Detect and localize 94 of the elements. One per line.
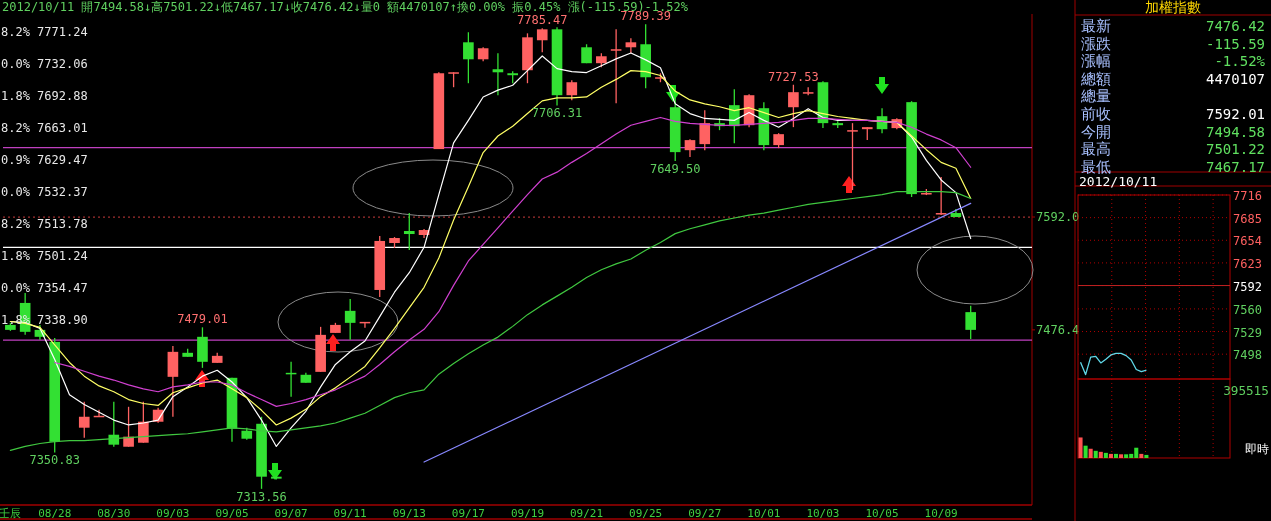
candlestick bbox=[492, 52, 504, 96]
candlestick bbox=[625, 37, 637, 54]
candlestick bbox=[536, 27, 548, 53]
text: 7494.58 bbox=[1205, 123, 1265, 140]
text: -1.52% bbox=[1214, 53, 1265, 70]
candlestick bbox=[138, 401, 149, 444]
text: 7727.53 bbox=[768, 69, 819, 84]
category-label: 最新 bbox=[1081, 17, 1111, 35]
annotation: 8.2% 7513.78 bbox=[1, 217, 88, 231]
category-label: 今開 bbox=[1081, 122, 1111, 141]
x-tick-label: 09/13 bbox=[392, 507, 426, 520]
text: 7476.42 bbox=[1205, 18, 1265, 34]
x-tick-label: 09/27 bbox=[688, 507, 722, 520]
category-label: 最高 bbox=[1081, 140, 1111, 159]
text: 7350.83 bbox=[29, 453, 80, 468]
annotation: 0.0% 7732.06 bbox=[1, 57, 88, 71]
text: 7785.47 bbox=[516, 13, 568, 28]
annotation: 8.2% 7771.24 bbox=[1, 25, 88, 39]
x-tick-label: 09/17 bbox=[451, 507, 485, 520]
candlestick bbox=[610, 28, 622, 104]
text: 7501.22 bbox=[1205, 141, 1265, 158]
y-tick-label: 7560 bbox=[1233, 302, 1262, 317]
text: 4470107 bbox=[1205, 70, 1265, 87]
category-label: 總量 bbox=[1080, 87, 1111, 106]
bar bbox=[1103, 452, 1108, 458]
bar bbox=[1139, 453, 1144, 458]
text: 7706.31 bbox=[531, 106, 583, 121]
text: -115.59 bbox=[1205, 35, 1265, 52]
annotation: 1.8% 7501.24 bbox=[1, 249, 88, 263]
y-tick-label: 7685 bbox=[1233, 211, 1262, 226]
candlestick bbox=[965, 305, 977, 340]
x-tick-label: 09/21 bbox=[570, 507, 604, 520]
line-series bbox=[1079, 352, 1148, 376]
x-tick-label: 09/03 bbox=[156, 507, 190, 520]
annotation: 0.0% 7354.47 bbox=[1, 281, 88, 295]
y-tick-label: 7716 bbox=[1233, 189, 1262, 203]
annotation: 8.2% 7663.01 bbox=[1, 121, 88, 135]
bar bbox=[1083, 445, 1088, 458]
x-tick-label: 08/30 bbox=[97, 507, 131, 520]
annotation: 0.9% 7629.47 bbox=[1, 153, 88, 167]
text: 加權指數 bbox=[1144, 0, 1201, 15]
candlestick bbox=[344, 298, 356, 341]
candlestick bbox=[935, 176, 947, 216]
x-tick-label: 09/05 bbox=[215, 507, 249, 520]
category-label: 漲幅 bbox=[1081, 52, 1111, 71]
x-tick-label: 09/11 bbox=[333, 507, 367, 520]
annotation: 1.8% 7692.88 bbox=[1, 89, 88, 103]
x-tick-label: 10/05 bbox=[865, 507, 899, 520]
candlestick bbox=[699, 109, 711, 151]
candlestick bbox=[78, 401, 90, 439]
x-tick-label: 09/07 bbox=[274, 507, 308, 520]
y-tick-label: 7476.4 bbox=[1036, 322, 1080, 337]
category-label: 總額 bbox=[1080, 69, 1111, 88]
bar bbox=[1108, 453, 1113, 458]
text: 7467.17 bbox=[1205, 158, 1265, 175]
x-tick-label: 10/01 bbox=[747, 507, 781, 520]
chart-title: 2012/10/11 bbox=[1079, 174, 1158, 189]
bar bbox=[1098, 451, 1103, 458]
x-tick-label: 10/09 bbox=[924, 507, 958, 520]
bar bbox=[1119, 454, 1124, 458]
text: 395515 bbox=[1223, 384, 1269, 398]
text: 7592.01 bbox=[1205, 106, 1265, 122]
bar bbox=[1093, 450, 1098, 458]
category-label: 最低 bbox=[1081, 157, 1111, 176]
y-tick-label: 7529 bbox=[1233, 325, 1262, 340]
text: 7479.01 bbox=[177, 312, 228, 327]
y-tick-label: 7623 bbox=[1233, 256, 1262, 271]
x-tick-label: 09/25 bbox=[629, 507, 663, 520]
bar bbox=[1078, 437, 1083, 458]
candlestick bbox=[788, 84, 799, 128]
category-label: 漲跌 bbox=[1081, 34, 1111, 53]
bar bbox=[1124, 454, 1129, 458]
x-tick-label: 壬辰 bbox=[0, 507, 22, 520]
x-tick-label: 09/19 bbox=[510, 507, 545, 520]
x-tick-label: 08/28 bbox=[38, 507, 72, 520]
y-tick-label: 7498 bbox=[1233, 348, 1262, 363]
candlestick bbox=[847, 122, 858, 191]
text: 即時 bbox=[1245, 442, 1269, 456]
y-tick-label: 7654 bbox=[1233, 234, 1262, 249]
bar bbox=[1113, 453, 1119, 458]
bar bbox=[1088, 448, 1093, 458]
candlestick bbox=[108, 401, 120, 448]
y-tick-label: 7592.0 bbox=[1036, 210, 1080, 225]
y-tick-label: 7592 bbox=[1233, 279, 1262, 294]
bar bbox=[1144, 454, 1149, 458]
annotation: 0.0% 7532.37 bbox=[1, 185, 88, 199]
candlestick bbox=[463, 31, 474, 84]
candlestick bbox=[403, 212, 415, 251]
candlestick bbox=[566, 79, 578, 101]
candlestick bbox=[123, 406, 134, 448]
text: 7649.50 bbox=[649, 161, 701, 176]
category-label: 前收 bbox=[1081, 105, 1111, 123]
text: 7313.56 bbox=[236, 489, 287, 504]
x-tick-label: 10/03 bbox=[806, 507, 840, 520]
